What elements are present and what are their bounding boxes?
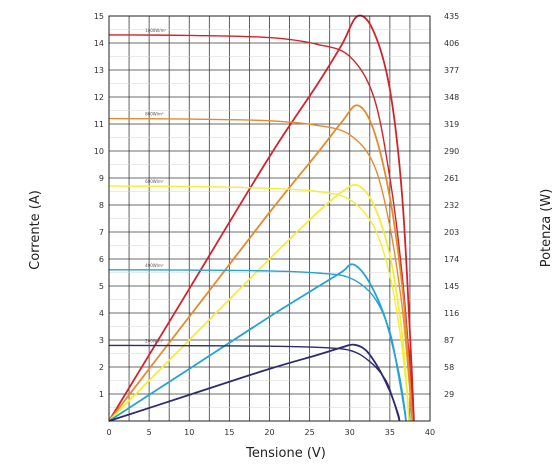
y-tick-label: 9 bbox=[99, 174, 104, 183]
x-tick-label: 40 bbox=[425, 428, 435, 437]
y2-tick-label: 145 bbox=[444, 282, 459, 291]
irradiance-label: 600W/m² bbox=[145, 179, 164, 184]
irradiance-label: 800W/m² bbox=[145, 112, 164, 117]
y2-tick-label: 261 bbox=[444, 174, 459, 183]
y2-tick-label: 174 bbox=[444, 255, 459, 264]
y2-tick-label: 290 bbox=[444, 147, 459, 156]
y2-axis-title: Potenza (W) bbox=[539, 189, 554, 268]
power-curve-3 bbox=[108, 263, 407, 422]
y2-tick-label: 406 bbox=[444, 39, 459, 48]
y-axis-title: Corrente (A) bbox=[28, 190, 43, 270]
y-tick-label: 1 bbox=[99, 390, 104, 399]
irradiance-label: 1000W/m² bbox=[145, 28, 166, 33]
y2-tick-label: 319 bbox=[444, 120, 459, 129]
y2-tick-label: 29 bbox=[444, 390, 454, 399]
y2-tick-label: 377 bbox=[444, 66, 459, 75]
y-tick-label: 7 bbox=[99, 228, 104, 237]
y2-tick-label: 87 bbox=[444, 336, 454, 345]
y2-tick-label: 116 bbox=[444, 309, 459, 318]
y2-tick-label: 435 bbox=[444, 12, 459, 21]
y-tick-label: 12 bbox=[94, 93, 104, 102]
x-axis-title: Tensione (V) bbox=[245, 446, 326, 461]
x-tick-label: 0 bbox=[106, 428, 111, 437]
grid bbox=[108, 15, 431, 421]
power-curve-0 bbox=[108, 14, 415, 422]
power-curve-4 bbox=[108, 343, 401, 422]
y2-tick-label: 232 bbox=[444, 201, 459, 210]
y2-tick-labels: 29 58 87 116 145 174 203 232 261 290 319 348 377 406 4… bbox=[444, 12, 459, 399]
plot-frame bbox=[108, 15, 431, 422]
x-tick-label: 30 bbox=[345, 428, 355, 437]
y-tick-label: 2 bbox=[99, 363, 104, 372]
irradiance-label: 200W/m² bbox=[145, 338, 164, 343]
x-tick-label: 35 bbox=[385, 428, 395, 437]
x-tick-label: 10 bbox=[184, 428, 194, 437]
y-tick-label: 4 bbox=[99, 309, 104, 318]
y-tick-label: 13 bbox=[94, 66, 104, 75]
x-tick-label: 20 bbox=[264, 428, 274, 437]
x-tick-label: 25 bbox=[305, 428, 315, 437]
x-tick-label: 15 bbox=[224, 428, 234, 437]
current-curve-0 bbox=[108, 34, 415, 422]
power-curve-1 bbox=[108, 104, 414, 422]
y-tick-label: 5 bbox=[99, 282, 104, 291]
y-tick-label: 10 bbox=[94, 147, 104, 156]
y-tick-label: 15 bbox=[94, 12, 104, 21]
y-tick-label: 6 bbox=[99, 255, 104, 264]
current-curve-1 bbox=[108, 117, 413, 422]
x-tick-labels: 0 5 10 15 20 25 30 35 40 bbox=[106, 428, 435, 437]
x-tick-label: 5 bbox=[147, 428, 152, 437]
y-tick-label: 8 bbox=[99, 201, 104, 210]
current-curve-2 bbox=[108, 185, 410, 422]
current-curve-4 bbox=[108, 344, 401, 422]
y2-tick-label: 348 bbox=[444, 93, 459, 102]
series-layer: 1000W/m² 800W/m² 600W/m² 400W/m² 200W/m² bbox=[108, 14, 415, 422]
y-tick-label: 14 bbox=[94, 39, 104, 48]
y2-tick-label: 203 bbox=[444, 228, 459, 237]
current-curve-3 bbox=[108, 269, 407, 422]
power-curve-2 bbox=[108, 183, 410, 422]
y-tick-label: 3 bbox=[99, 336, 104, 345]
irradiance-label: 400W/m² bbox=[145, 263, 164, 268]
y2-tick-label: 58 bbox=[444, 363, 454, 372]
y-tick-label: 11 bbox=[94, 120, 104, 129]
